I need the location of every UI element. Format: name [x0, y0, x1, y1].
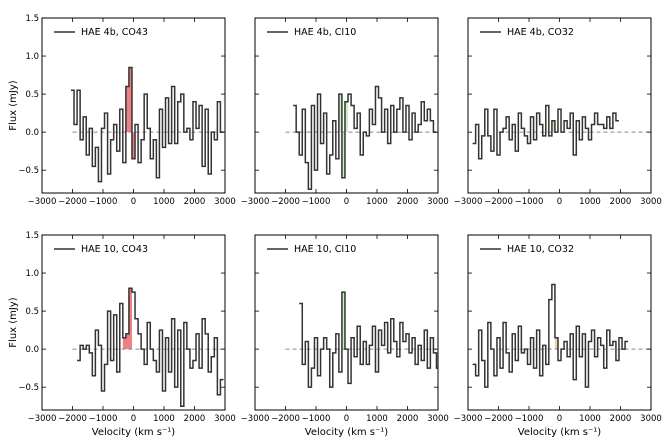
y-axis-label: Flux (mJy): [8, 80, 19, 130]
x-tick-label: 3000: [640, 197, 662, 207]
x-tick-label: −1000: [515, 414, 544, 424]
x-tick-label: 1000: [366, 414, 388, 424]
y-tick-label: −0.5: [18, 166, 39, 176]
x-tick-label: 0: [344, 197, 349, 207]
legend-label: HAE 10, CO32: [507, 244, 574, 255]
emission-fill: [338, 94, 349, 178]
y-tick-label: 0.5: [25, 90, 39, 100]
panel-4: −3000 −2000 −1000 0 1000 2000 3000 −0.5 0.0 0.5 1.…: [8, 231, 236, 438]
x-tick-label: 0: [344, 414, 349, 424]
y-tick-label: 1.5: [25, 231, 39, 241]
x-tick-label: 1000: [579, 414, 601, 424]
plot-area: [472, 283, 651, 388]
plot-frame: [254, 234, 439, 411]
y-tick-label: 0.0: [25, 345, 39, 355]
x-tick-label: −3000: [28, 414, 57, 424]
x-axis-label: Velocity (km s⁻¹): [518, 427, 602, 438]
x-tick-label: 3000: [640, 414, 662, 424]
plot-frame: [467, 234, 652, 411]
x-tick-label: −3000: [28, 197, 57, 207]
x-tick-label: −2000: [484, 197, 513, 207]
x-tick-label: −2000: [484, 414, 513, 424]
x-tick-label: 2000: [397, 197, 419, 207]
plot-area: [72, 287, 225, 407]
x-tick-label: −3000: [454, 197, 483, 207]
x-tick-label: 1000: [153, 414, 175, 424]
plot-area: [472, 104, 651, 160]
spectrum-line: [70, 66, 224, 183]
y-tick-label: 0.0: [25, 128, 39, 138]
x-tick-label: 1000: [579, 197, 601, 207]
legend-label: HAE 4b, CO32: [507, 27, 574, 38]
emission-fill: [122, 288, 132, 350]
x-tick-label: −2000: [271, 414, 300, 424]
y-tick-label: 1.0: [25, 52, 39, 62]
spectrum-line: [293, 85, 437, 190]
plot-frame: [467, 17, 652, 194]
x-tick-label: −2000: [58, 414, 87, 424]
legend-label: HAE 4b, CI10: [294, 27, 356, 38]
legend-label: HAE 10, CO43: [81, 244, 148, 255]
plot-area: [70, 66, 225, 183]
spectrum-line: [472, 104, 619, 160]
x-tick-label: 0: [131, 197, 136, 207]
legend-label: HAE 10, CI10: [294, 244, 356, 255]
panel-5: −3000 −2000 −1000 0 1000 2000 3000 HAE 10, CI10…: [241, 234, 449, 438]
y-tick-label: 0.5: [25, 307, 39, 317]
x-tick-label: −1000: [302, 414, 331, 424]
x-tick-label: 0: [557, 414, 562, 424]
x-tick-label: −1000: [89, 414, 118, 424]
x-tick-label: −2000: [58, 197, 87, 207]
legend-label: HAE 4b, CO43: [81, 27, 148, 38]
spectrum-line: [77, 287, 224, 407]
plot-area: [285, 291, 438, 388]
x-tick-label: 1000: [153, 197, 175, 207]
x-tick-label: 2000: [184, 414, 206, 424]
x-tick-label: 2000: [184, 197, 206, 207]
x-tick-label: 0: [557, 197, 562, 207]
x-tick-label: −3000: [241, 197, 270, 207]
x-tick-label: −1000: [515, 197, 544, 207]
panel-3: −3000 −2000 −1000 0 1000 2000 3000 HAE 4b, CO32: [454, 17, 662, 207]
x-tick-label: 2000: [610, 414, 632, 424]
x-tick-label: 2000: [610, 197, 632, 207]
spectrum-line: [472, 283, 629, 388]
plot-area: [285, 85, 438, 190]
x-tick-label: −2000: [271, 197, 300, 207]
x-tick-label: −1000: [89, 197, 118, 207]
y-tick-label: −0.5: [18, 383, 39, 393]
emission-fill: [125, 67, 136, 159]
panel-2: −3000 −2000 −1000 0 1000 2000 3000 HAE 4b, CI10: [241, 17, 449, 207]
panel-6: −3000 −2000 −1000 0 1000 2000 3000 HAE 10, CO32…: [454, 234, 662, 438]
emission-fill: [554, 337, 558, 350]
x-tick-label: 3000: [427, 197, 449, 207]
spectrum-line: [299, 291, 438, 388]
x-axis-label: Velocity (km s⁻¹): [92, 427, 176, 438]
x-tick-label: 3000: [214, 197, 236, 207]
plot-frame: [41, 17, 226, 194]
panel-1: −3000 −2000 −1000 0 1000 2000 3000 −0.5 0.0 0.5 1.…: [8, 14, 236, 207]
y-tick-label: 1.5: [25, 14, 39, 24]
x-tick-label: −3000: [241, 414, 270, 424]
x-tick-label: −1000: [302, 197, 331, 207]
x-tick-label: 0: [131, 414, 136, 424]
y-axis-label: Flux (mJy): [8, 297, 19, 347]
x-tick-label: 1000: [366, 197, 388, 207]
plot-frame: [41, 234, 226, 411]
x-tick-label: 3000: [214, 414, 236, 424]
x-tick-label: 3000: [427, 414, 449, 424]
x-tick-label: −3000: [454, 414, 483, 424]
y-tick-label: 1.0: [25, 269, 39, 279]
x-axis-label: Velocity (km s⁻¹): [305, 427, 389, 438]
x-tick-label: 2000: [397, 414, 419, 424]
